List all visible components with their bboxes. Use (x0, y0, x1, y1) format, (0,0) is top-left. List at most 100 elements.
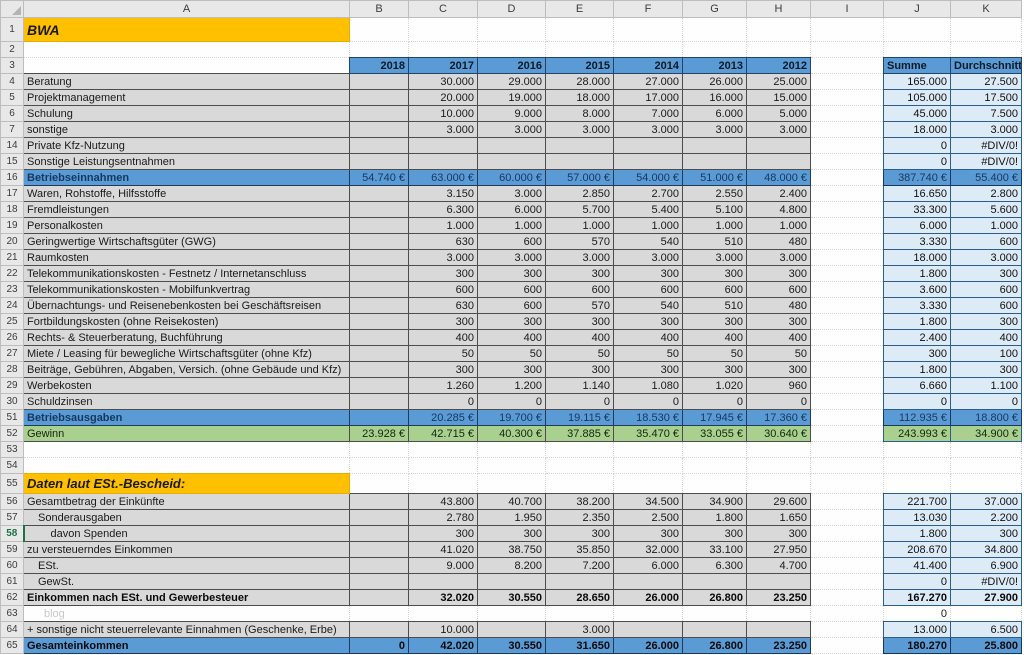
cell-K2[interactable] (950, 41, 1022, 58)
year-header-cell-G3[interactable]: 2013 (682, 57, 747, 74)
cell-G18[interactable]: 5.100 (682, 201, 747, 218)
label-cell-A22[interactable]: Telekommunikationskosten - Festnetz / In… (23, 265, 350, 282)
avg-cell-K65[interactable]: 25.800 (950, 637, 1022, 654)
cell-F59[interactable]: 32.000 (613, 541, 683, 558)
cell-C63[interactable] (408, 605, 478, 622)
avg-cell-K64[interactable]: 6.500 (950, 621, 1022, 638)
cell-B54[interactable] (349, 457, 409, 474)
cell-D6[interactable]: 9.000 (477, 105, 546, 122)
cell-F64[interactable] (613, 621, 683, 638)
cell-B2[interactable] (349, 41, 409, 58)
label-cell-A30[interactable]: Schuldzinsen (23, 393, 350, 410)
cell-H51[interactable]: 17.360 € (746, 409, 811, 426)
cell-E56[interactable]: 38.200 (545, 493, 614, 510)
cell-H56[interactable]: 29.600 (746, 493, 811, 510)
cell-I23[interactable] (810, 281, 884, 298)
cell-F28[interactable]: 300 (613, 361, 683, 378)
cell-D55[interactable] (477, 473, 546, 494)
cell-E17[interactable]: 2.850 (545, 185, 614, 202)
row-header-6[interactable]: 6 (0, 105, 24, 122)
cell-H4[interactable]: 25.000 (746, 73, 811, 90)
cell-F15[interactable] (613, 153, 683, 170)
cell-B63[interactable] (349, 605, 409, 622)
label-cell-A52[interactable]: Gewinn (23, 425, 350, 442)
avg-cell-K25[interactable]: 300 (950, 313, 1022, 330)
sum-cell-J65[interactable]: 180.270 (883, 637, 951, 654)
label-cell-A59[interactable]: zu versteuerndes Einkommen (23, 541, 350, 558)
avg-cell-K23[interactable]: 600 (950, 281, 1022, 298)
cell-H21[interactable]: 3.000 (746, 249, 811, 266)
cell-G61[interactable] (682, 573, 747, 590)
cell-I28[interactable] (810, 361, 884, 378)
row-header-18[interactable]: 18 (0, 201, 24, 218)
sum-cell-J28[interactable]: 1.800 (883, 361, 951, 378)
cell-A54[interactable] (23, 457, 350, 474)
label-cell-A57[interactable]: Sonderausgaben (23, 509, 350, 526)
cell-A2[interactable] (23, 41, 350, 58)
cell-C29[interactable]: 1.260 (408, 377, 478, 394)
avg-cell-K57[interactable]: 2.200 (950, 509, 1022, 526)
cell-B59[interactable] (349, 541, 409, 558)
column-header-J[interactable]: J (883, 0, 951, 18)
sum-cell-J18[interactable]: 33.300 (883, 201, 951, 218)
cell-E54[interactable] (545, 457, 614, 474)
avg-cell-K59[interactable]: 34.800 (950, 541, 1022, 558)
cell-C26[interactable]: 400 (408, 329, 478, 346)
label-cell-A15[interactable]: Sonstige Leistungsentnahmen (23, 153, 350, 170)
row-header-54[interactable]: 54 (0, 457, 24, 474)
cell-I57[interactable] (810, 509, 884, 526)
avg-cell-K21[interactable]: 3.000 (950, 249, 1022, 266)
cell-I22[interactable] (810, 265, 884, 282)
row-header-20[interactable]: 20 (0, 233, 24, 250)
cell-E51[interactable]: 19.115 € (545, 409, 614, 426)
label-cell-A58[interactable]: davon Spenden (23, 525, 350, 542)
cell-J63[interactable]: 0 (883, 605, 951, 622)
cell-E21[interactable]: 3.000 (545, 249, 614, 266)
cell-C16[interactable]: 63.000 € (408, 169, 478, 186)
cell-B19[interactable] (349, 217, 409, 234)
cell-B25[interactable] (349, 313, 409, 330)
cell-B61[interactable] (349, 573, 409, 590)
cell-I5[interactable] (810, 89, 884, 106)
cell-I60[interactable] (810, 557, 884, 574)
label-cell-A7[interactable]: sonstige (23, 121, 350, 138)
cell-F6[interactable]: 7.000 (613, 105, 683, 122)
sum-cell-J64[interactable]: 13.000 (883, 621, 951, 638)
cell-I17[interactable] (810, 185, 884, 202)
cell-C64[interactable]: 10.000 (408, 621, 478, 638)
cell-F27[interactable]: 50 (613, 345, 683, 362)
cell-G27[interactable]: 50 (682, 345, 747, 362)
cell-G51[interactable]: 17.945 € (682, 409, 747, 426)
cell-E16[interactable]: 57.000 € (545, 169, 614, 186)
section-title-cell-A1[interactable]: BWA (23, 17, 350, 42)
avg-cell-K58[interactable]: 300 (950, 525, 1022, 542)
cell-G57[interactable]: 1.800 (682, 509, 747, 526)
cell-K55[interactable] (950, 473, 1022, 494)
row-header-5[interactable]: 5 (0, 89, 24, 106)
cell-I27[interactable] (810, 345, 884, 362)
cell-I4[interactable] (810, 73, 884, 90)
cell-B7[interactable] (349, 121, 409, 138)
cell-C14[interactable] (408, 137, 478, 154)
column-header-G[interactable]: G (682, 0, 747, 18)
cell-B15[interactable] (349, 153, 409, 170)
cell-D60[interactable]: 8.200 (477, 557, 546, 574)
label-cell-A51[interactable]: Betriebsausgaben (23, 409, 350, 426)
cell-G6[interactable]: 6.000 (682, 105, 747, 122)
sum-cell-J6[interactable]: 45.000 (883, 105, 951, 122)
cell-I53[interactable] (810, 441, 884, 458)
sum-cell-J24[interactable]: 3.330 (883, 297, 951, 314)
cell-B56[interactable] (349, 493, 409, 510)
sum-cell-J25[interactable]: 1.800 (883, 313, 951, 330)
row-header-63[interactable]: 63 (0, 605, 24, 622)
cell-E53[interactable] (545, 441, 614, 458)
avg-cell-K28[interactable]: 300 (950, 361, 1022, 378)
watermark-cell-A63[interactable]: blog (23, 605, 350, 622)
cell-F56[interactable]: 34.500 (613, 493, 683, 510)
cell-H59[interactable]: 27.950 (746, 541, 811, 558)
cell-C51[interactable]: 20.285 € (408, 409, 478, 426)
cell-H19[interactable]: 1.000 (746, 217, 811, 234)
cell-E62[interactable]: 28.650 (545, 589, 614, 606)
durchschnitt-header-cell-K3[interactable]: Durchschnitt (950, 57, 1022, 74)
cell-H23[interactable]: 600 (746, 281, 811, 298)
